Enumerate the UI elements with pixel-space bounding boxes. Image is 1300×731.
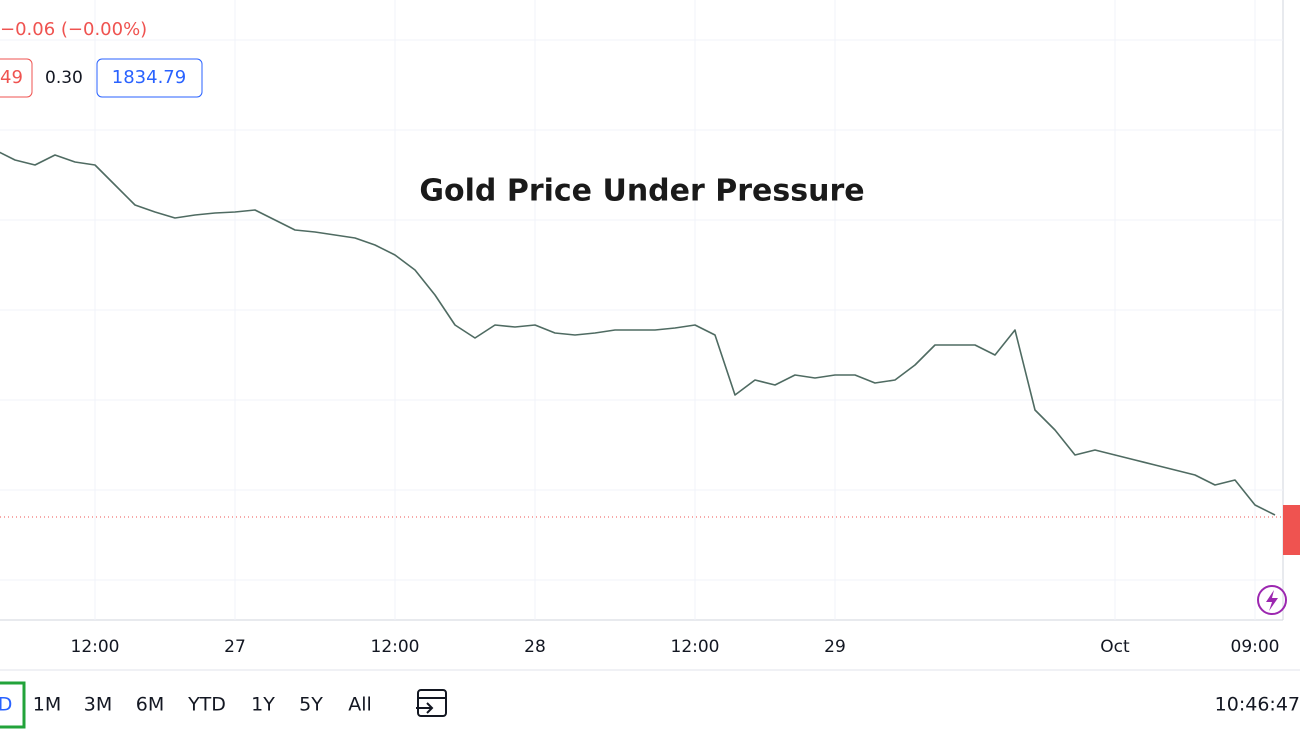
price-line-series — [0, 151, 1276, 516]
x-tick-label: 27 — [224, 637, 246, 657]
range-button[interactable]: YTD — [187, 694, 226, 716]
range-button[interactable]: D — [0, 694, 12, 716]
grid — [0, 0, 1283, 620]
alert-icon[interactable] — [1257, 585, 1287, 615]
bid: 49 — [0, 67, 23, 88]
range-button[interactable]: 1M — [33, 694, 61, 716]
x-tick-label: 12:00 — [71, 637, 120, 657]
range-button[interactable]: 3M — [84, 694, 112, 716]
bid-box — [0, 58, 33, 98]
x-tick-label: 29 — [824, 637, 846, 657]
clock: 10:46:47 — [1215, 694, 1300, 716]
ask-box — [96, 58, 203, 98]
range-button[interactable]: 1Y — [251, 694, 275, 716]
ask: 1834.79 — [112, 67, 186, 88]
x-tick-label: 09:00 — [1231, 637, 1280, 657]
x-tick-label: 12:00 — [371, 637, 420, 657]
range-button[interactable]: All — [348, 694, 372, 716]
range-button[interactable]: 5Y — [299, 694, 323, 716]
spread: 0.30 — [45, 68, 83, 88]
price-tag — [1283, 505, 1300, 555]
calendar-arrow — [416, 702, 434, 714]
lightning — [1266, 590, 1278, 611]
calendar-icon[interactable] — [416, 689, 447, 717]
x-tick-label: 28 — [524, 637, 546, 657]
price-change: −0.06 (−0.00%) — [0, 19, 147, 40]
calendar-frame — [417, 689, 447, 717]
x-tick-label: Oct — [1100, 637, 1130, 657]
x-tick-label: 12:00 — [671, 637, 720, 657]
range-button[interactable]: 6M — [136, 694, 164, 716]
chart-title: Gold Price Under Pressure — [419, 174, 864, 209]
range-selected — [0, 681, 26, 729]
